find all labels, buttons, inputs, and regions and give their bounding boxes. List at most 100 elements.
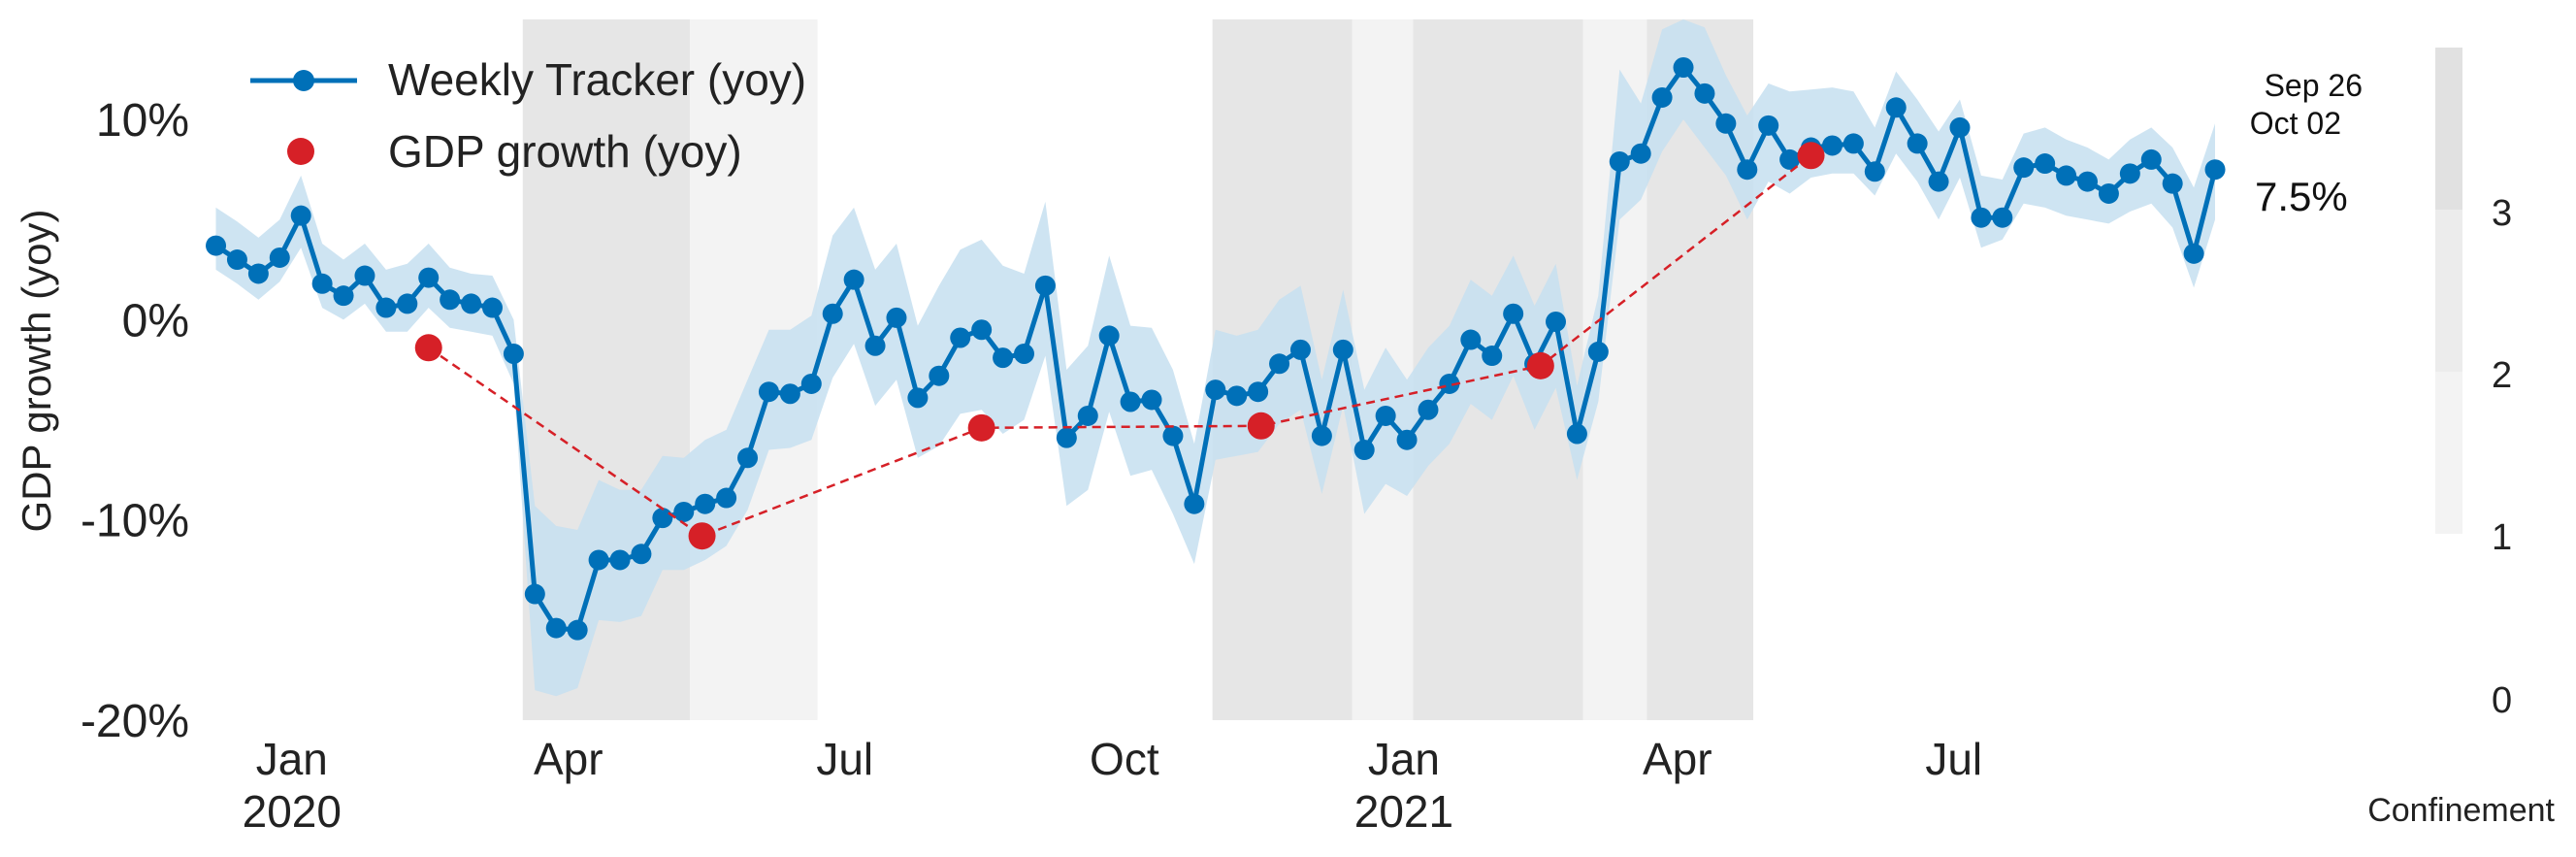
tracker-point <box>1694 82 1715 104</box>
y-axis-label: GDP growth (yoy) <box>14 210 59 533</box>
colorbar-level-1 <box>2435 372 2462 534</box>
last-week-start-label: Sep 26 <box>2265 68 2363 103</box>
tracker-point <box>1013 343 1034 364</box>
x-tick-year-label: 2021 <box>1354 786 1453 837</box>
legend-tracker-marker <box>293 70 314 91</box>
tracker-point <box>333 285 354 307</box>
tracker-point <box>290 205 311 226</box>
tracker-point <box>695 493 716 514</box>
tracker-point <box>503 343 524 364</box>
tracker-point <box>461 293 482 314</box>
tracker-point <box>843 269 864 290</box>
tracker-point <box>971 319 993 341</box>
x-tick-label: Jul <box>816 734 873 784</box>
tracker-point <box>1353 440 1375 461</box>
tracker-point <box>1460 329 1482 350</box>
tracker-point <box>481 297 503 318</box>
tracker-point <box>1609 150 1630 172</box>
tracker-point <box>1034 275 1056 296</box>
tracker-point <box>2204 159 2226 181</box>
tracker-point <box>1566 423 1587 445</box>
tracker-point <box>1842 133 1864 154</box>
tracker-point <box>1928 171 1949 192</box>
tracker-point <box>2119 163 2140 184</box>
y-tick-label: -20% <box>81 696 189 747</box>
tracker-confidence-band <box>215 19 2215 697</box>
weekly-tracker-series <box>206 57 2226 641</box>
legend: Weekly Tracker (yoy) GDP growth (yoy) <box>250 54 806 177</box>
tracker-point <box>1779 148 1801 170</box>
tracker-point <box>311 273 333 294</box>
tracker-point <box>2035 153 2056 175</box>
colorbar-level-3 <box>2435 48 2462 210</box>
tracker-point <box>588 549 609 571</box>
tracker-point <box>2056 165 2077 186</box>
tracker-point <box>1737 159 1758 181</box>
last-value-label: 7.5% <box>2255 174 2348 219</box>
tracker-point <box>354 265 375 286</box>
x-tick-label: Apr <box>534 734 603 784</box>
tracker-point <box>2183 243 2204 264</box>
tracker-point <box>758 381 779 403</box>
tracker-point <box>1184 493 1205 514</box>
tracker-point <box>206 235 227 256</box>
tracker-point <box>567 619 588 641</box>
x-tick-year-label: 2020 <box>243 786 342 837</box>
tracker-point <box>1418 399 1439 420</box>
tracker-point <box>1226 385 1248 407</box>
tracker-point <box>716 487 737 509</box>
x-tick-label: Oct <box>1090 734 1159 784</box>
gdp-growth-series <box>414 142 1825 550</box>
tracker-point <box>1205 379 1226 401</box>
tracker-point <box>1098 325 1120 346</box>
tracker-point <box>1375 405 1396 426</box>
tracker-point <box>1546 311 1567 332</box>
tracker-point <box>1715 113 1737 134</box>
tracker-point <box>929 365 950 386</box>
legend-tracker-label: Weekly Tracker (yoy) <box>388 54 806 105</box>
gdp-point <box>688 522 716 550</box>
gdp-point <box>1526 351 1554 379</box>
tracker-point <box>673 501 695 522</box>
tracker-point <box>2162 173 2183 194</box>
tracker-point <box>1630 143 1651 164</box>
tracker-point <box>1885 97 1907 118</box>
tracker-point <box>1482 346 1503 367</box>
tracker-point <box>737 447 759 469</box>
gdp-point <box>1247 412 1275 440</box>
colorbar-level-2 <box>2435 210 2462 372</box>
x-tick-label: Apr <box>1643 734 1712 784</box>
tracker-point <box>1758 115 1779 136</box>
tracker-point <box>1396 429 1418 450</box>
tracker-point <box>1269 353 1290 375</box>
colorbar-tick-2: 2 <box>2492 355 2512 396</box>
tracker-point <box>1587 341 1609 362</box>
legend-gdp-label: GDP growth (yoy) <box>388 126 742 177</box>
x-tick-label: Jul <box>1925 734 1982 784</box>
gdp-point <box>414 334 442 362</box>
tracker-point <box>652 508 673 529</box>
tracker-point <box>2098 182 2119 204</box>
tracker-point <box>1077 405 1098 426</box>
tracker-point <box>950 327 971 348</box>
tracker-point <box>2013 157 2035 179</box>
tracker-point <box>375 297 397 318</box>
tracker-point <box>1651 86 1673 108</box>
tracker-point <box>864 335 886 356</box>
tracker-point <box>609 549 631 571</box>
tracker-point <box>1056 427 1077 448</box>
tracker-point <box>1332 339 1353 360</box>
tracker-band-area <box>215 19 2215 697</box>
gdp-point <box>967 413 995 442</box>
tracker-point <box>247 263 269 284</box>
tracker-point <box>545 617 567 639</box>
tracker-point <box>993 347 1014 369</box>
y-tick-label: 10% <box>96 95 189 147</box>
tracker-point <box>524 583 545 605</box>
tracker-point <box>1289 339 1311 360</box>
x-tick-label: Jan <box>256 734 328 784</box>
y-tick-label: 0% <box>122 295 189 346</box>
y-tick-label: -10% <box>81 496 189 547</box>
tracker-point <box>631 544 652 565</box>
